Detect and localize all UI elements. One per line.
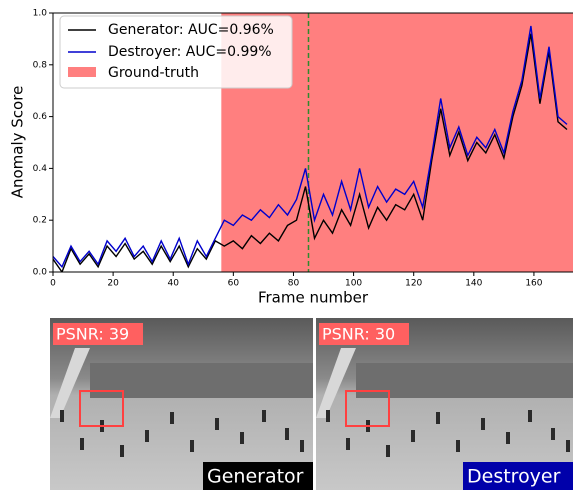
detection-box <box>345 390 390 427</box>
path-strip <box>316 348 356 418</box>
person <box>60 410 64 422</box>
caption: Generator <box>207 466 304 488</box>
video-frame: PSNR: 30 Destroyer <box>316 318 573 490</box>
person <box>326 410 330 422</box>
legend-box <box>59 15 293 89</box>
x-tick-label: 20 <box>107 279 119 289</box>
x-tick-label: 100 <box>345 279 362 289</box>
person <box>551 428 555 440</box>
caption: Destroyer <box>467 466 561 488</box>
person <box>215 418 219 430</box>
x-tick-label: 120 <box>405 279 422 289</box>
y-tick-label: 0.8 <box>33 60 48 70</box>
path-strip <box>50 348 90 418</box>
person <box>411 430 415 442</box>
x-tick-label: 160 <box>525 279 542 289</box>
plot: 0.0 0.2 0.4 0.6 0.8 1.0 0 20 40 60 80 100 120 140 160 G… <box>33 9 573 289</box>
frame-image <box>316 318 573 490</box>
building <box>90 363 313 398</box>
building <box>356 363 573 398</box>
series-line <box>53 33 568 272</box>
person <box>240 432 244 444</box>
person <box>528 410 532 422</box>
person <box>386 445 390 457</box>
person <box>566 440 570 452</box>
psnr-label: PSNR: 39 <box>56 325 129 344</box>
legend-label: Ground-truth <box>108 65 199 81</box>
frame-image <box>50 318 313 490</box>
panels: PSNR: 39 Generator PSNR: 30 Destroyer <box>50 318 573 490</box>
psnr-bg <box>53 323 143 345</box>
legend: Generator: AUC=0.96% Destroyer: AUC=0.99%… <box>59 15 293 89</box>
person <box>300 440 304 452</box>
x-tick-label: 140 <box>465 279 482 289</box>
y-tick-label: 0.4 <box>33 164 48 174</box>
x-tick-label: 60 <box>228 279 240 289</box>
psnr-label: PSNR: 30 <box>322 325 395 344</box>
person <box>190 440 194 452</box>
y-axis-label: Anomaly Score <box>9 86 27 199</box>
person <box>481 418 485 430</box>
caption-bg <box>463 462 573 490</box>
y-tick-label: 0.0 <box>33 268 48 278</box>
person <box>346 438 350 450</box>
x-axis-label: Frame number <box>258 289 369 307</box>
x-tick-label: 40 <box>168 279 180 289</box>
y-tick-label: 1.0 <box>33 9 48 19</box>
person <box>436 412 440 424</box>
y-tick-label: 0.6 <box>33 112 48 122</box>
person <box>456 440 460 452</box>
y-tick-label: 0.2 <box>33 216 47 226</box>
person <box>262 410 266 422</box>
legend-label: Generator: AUC=0.96% <box>108 22 274 38</box>
legend-label: Destroyer: AUC=0.99% <box>108 44 272 60</box>
x-tick-label: 80 <box>288 279 300 289</box>
series-line <box>53 25 568 269</box>
caption-bg <box>203 462 313 490</box>
person <box>170 412 174 424</box>
person <box>506 432 510 444</box>
video-frame: PSNR: 39 Generator <box>50 318 313 490</box>
x-tick-label: 0 <box>50 279 56 289</box>
person <box>145 430 149 442</box>
person <box>120 445 124 457</box>
legend-swatch <box>68 67 96 77</box>
psnr-bg <box>319 323 409 345</box>
detection-box <box>79 390 124 427</box>
person <box>285 428 289 440</box>
person <box>80 438 84 450</box>
